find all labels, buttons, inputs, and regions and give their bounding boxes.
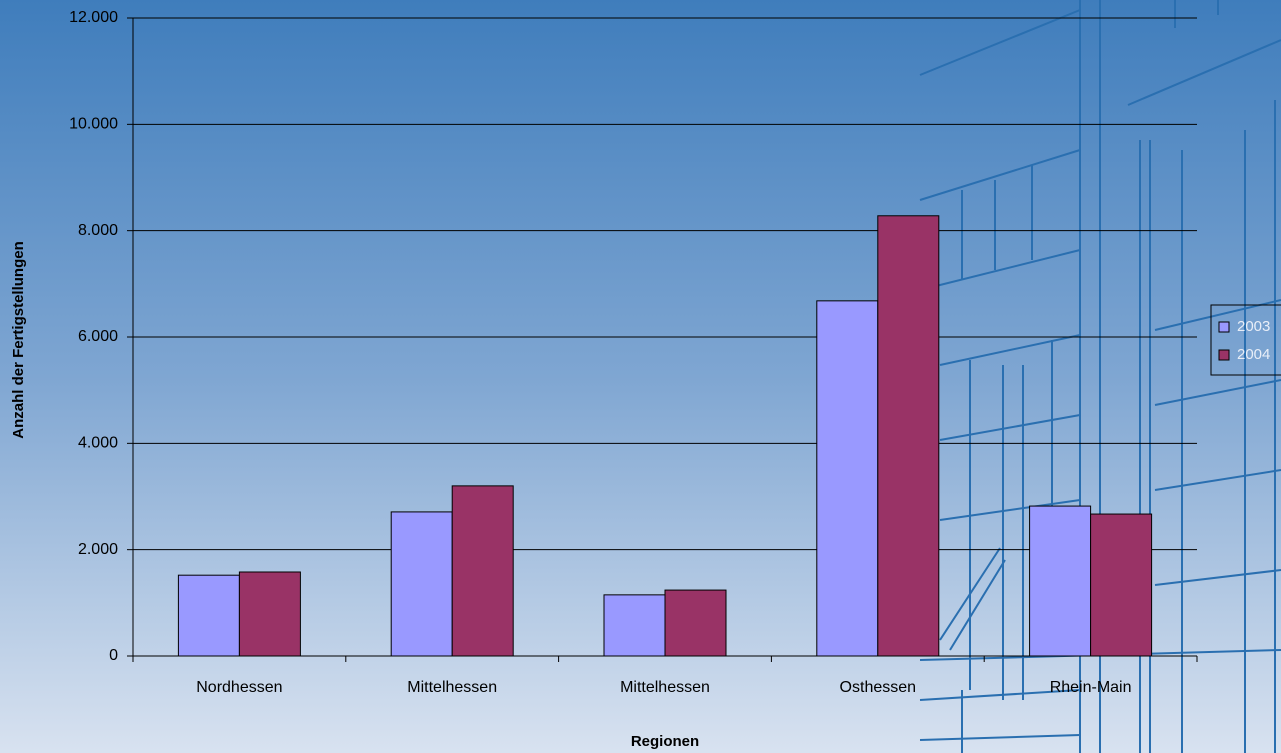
legend-swatch <box>1218 321 1230 333</box>
y-tick-label: 4.000 <box>78 435 118 452</box>
y-tick-label: 8.000 <box>78 222 118 239</box>
y-tick-label: 10.000 <box>69 116 118 133</box>
x-tick-label: Osthessen <box>840 679 916 696</box>
x-tick-label: Mittelhessen <box>620 679 710 696</box>
bar <box>1090 513 1153 657</box>
x-tick-label: Rhein-Main <box>1050 679 1132 696</box>
x-axis-title: Regionen <box>631 733 699 750</box>
bar <box>603 594 666 657</box>
legend-swatch <box>1218 349 1230 361</box>
x-tick-label: Mittelhessen <box>407 679 497 696</box>
bar <box>238 571 301 657</box>
legend: 2003 2004 <box>1210 304 1281 376</box>
bar <box>664 589 727 657</box>
y-tick-label: 6.000 <box>78 328 118 345</box>
y-axis-title: Anzahl der Fertigstellungen <box>10 241 27 439</box>
y-tick-label: 2.000 <box>78 541 118 558</box>
bar <box>816 300 879 657</box>
legend-box <box>1210 304 1281 376</box>
bar <box>390 511 453 657</box>
y-tick-label: 0 <box>109 647 118 664</box>
bar <box>1029 505 1092 657</box>
x-tick-label: Nordhessen <box>196 679 282 696</box>
y-tick-label: 12.000 <box>69 9 118 26</box>
bar <box>451 485 514 657</box>
bar <box>177 574 240 657</box>
legend-label: 2004 <box>1237 346 1270 363</box>
legend-label: 2003 <box>1237 318 1270 335</box>
bar <box>877 215 940 657</box>
